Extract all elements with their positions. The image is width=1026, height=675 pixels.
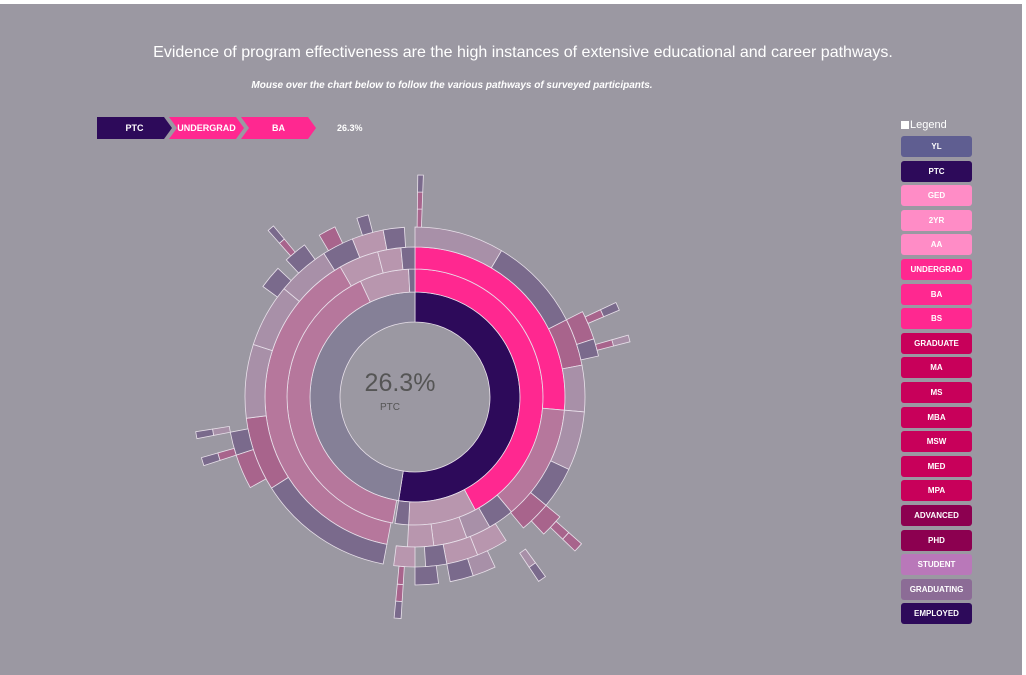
sunburst-arc-depth7[interactable] (611, 334, 631, 347)
sunburst-arc-depth4[interactable] (561, 364, 586, 413)
breadcrumb-item-ptc: PTC (97, 117, 172, 139)
page-title: Evidence of program effectiveness are th… (153, 44, 893, 61)
sunburst-arc-depth5[interactable] (318, 226, 344, 252)
legend-item-aa: AA (901, 234, 972, 256)
sunburst-arc-depth5[interactable] (396, 565, 405, 586)
legend-item-student: STUDENT (901, 554, 972, 576)
legend-item-advanced: ADVANCED (901, 504, 972, 526)
sunburst-arc-depth2[interactable] (394, 500, 411, 526)
legend: Legend YL PTC GED 2YR AA UNDERGRAD BA BS GRADUAT… (901, 119, 972, 628)
sunburst-arc-depth7[interactable] (528, 562, 547, 582)
legend-item-bs: BS (901, 308, 972, 330)
center-label: PTC (380, 402, 400, 413)
sunburst-arc-depth5[interactable] (446, 558, 474, 583)
legend-item-yl: YL (901, 136, 972, 157)
sunburst-arc-depth3[interactable] (400, 246, 416, 271)
legend-item-ma: MA (901, 357, 972, 379)
sunburst-arc-depth6[interactable] (416, 191, 424, 210)
page: Evidence of program effectiveness are th… (0, 4, 1022, 675)
sunburst-arc-depth7[interactable] (562, 532, 583, 552)
sunburst-chart[interactable] (0, 4, 1022, 675)
sunburst-arc-depth6[interactable] (212, 425, 231, 436)
sunburst-arc-depth7[interactable] (267, 225, 285, 244)
legend-item-mba: MBA (901, 406, 972, 428)
sunburst-arc-depth5[interactable] (414, 565, 440, 586)
legend-toggle[interactable]: Legend (901, 119, 972, 131)
sunburst-arc-depth5[interactable] (416, 208, 423, 228)
sunburst-arc-depth5[interactable] (262, 267, 292, 298)
legend-item-ptc: PTC (901, 160, 972, 182)
sunburst-arc-depth6[interactable] (217, 447, 237, 461)
legend-item-phd: PHD (901, 529, 972, 551)
center-percentage: 26.3% (364, 369, 436, 397)
sunburst-arc-depth5[interactable] (229, 428, 254, 456)
legend-item-msw: MSW (901, 431, 972, 453)
sunburst-arc-depth6[interactable] (595, 339, 615, 351)
legend-item-ms: MS (901, 381, 972, 403)
legend-item-undergrad: UNDERGRAD (901, 258, 972, 280)
legend-item-ged: GED (901, 185, 972, 207)
sunburst-arc-depth7[interactable] (417, 174, 424, 193)
breadcrumb-item-ba: BA (241, 117, 316, 139)
legend-item-mpa: MPA (901, 480, 972, 502)
sunburst-arc-depth7[interactable] (195, 428, 215, 440)
sunburst-arc-depth4[interactable] (382, 226, 407, 251)
sunburst-arc-depth3[interactable] (407, 523, 435, 548)
legend-item-graduate: GRADUATE (901, 332, 972, 354)
sunburst-arc-depth6[interactable] (395, 583, 404, 603)
breadcrumb-item-undergrad: UNDERGRAD (169, 117, 244, 139)
sunburst-arc-depth6[interactable] (584, 309, 605, 324)
sunburst-arc-depth4[interactable] (393, 545, 416, 568)
sunburst-arc-depth7[interactable] (200, 452, 221, 467)
legend-item-employed: EMPLOYED (901, 603, 972, 625)
legend-item-2yr: 2YR (901, 209, 972, 231)
page-subtitle: Mouse over the chart below to follow the… (251, 80, 653, 91)
sunburst-arc-depth2[interactable] (408, 268, 416, 293)
sunburst-arc-depth7[interactable] (599, 301, 620, 318)
breadcrumb-percentage: 26.3% (337, 123, 363, 133)
legend-item-ba: BA (901, 283, 972, 305)
sunburst-arc-depth5[interactable] (356, 214, 374, 236)
legend-checkbox[interactable] (901, 121, 909, 129)
sunburst-arc-depth4[interactable] (423, 543, 448, 568)
legend-item-graduating: GRADUATING (901, 578, 972, 600)
legend-title: Legend (910, 119, 947, 131)
sunburst-arc-depth7[interactable] (393, 600, 403, 619)
legend-item-med: MED (901, 455, 972, 477)
